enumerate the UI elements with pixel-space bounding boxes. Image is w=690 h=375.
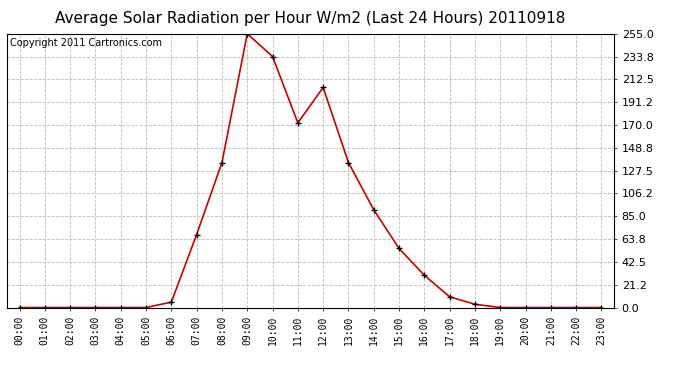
Text: Average Solar Radiation per Hour W/m2 (Last 24 Hours) 20110918: Average Solar Radiation per Hour W/m2 (L… (55, 11, 566, 26)
Text: Copyright 2011 Cartronics.com: Copyright 2011 Cartronics.com (10, 38, 162, 48)
